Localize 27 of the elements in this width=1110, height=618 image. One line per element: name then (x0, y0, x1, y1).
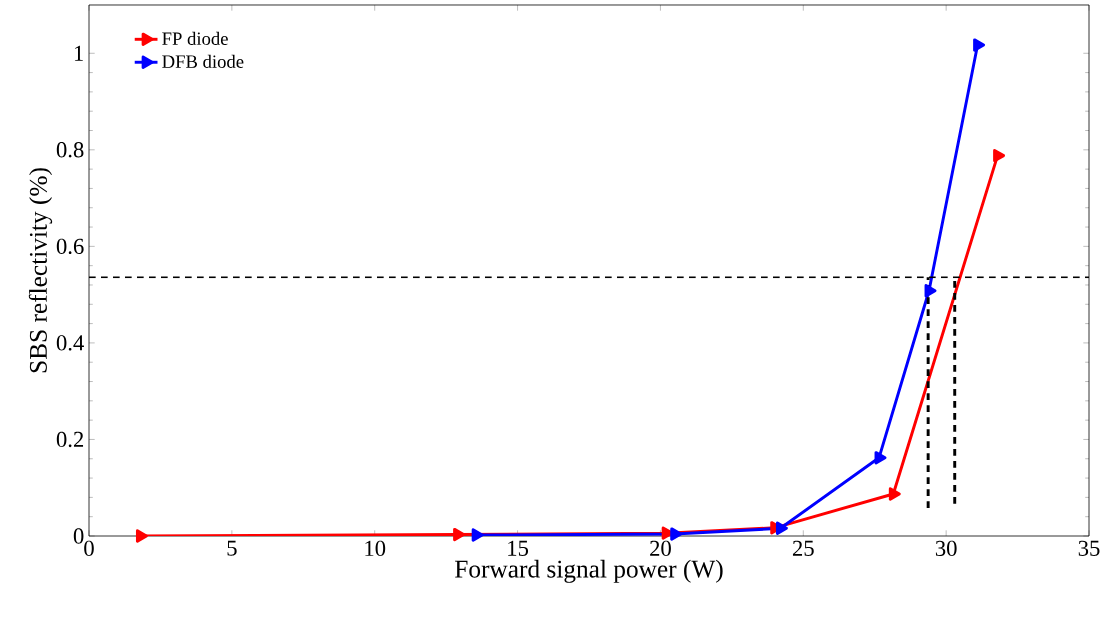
point (775, 521, 788, 535)
point (453, 527, 466, 542)
y-tick-label: 0.8 (56, 142, 84, 158)
x-tick-label: 25 (792, 540, 814, 556)
point (973, 38, 986, 52)
y-tick-label: 1 (74, 45, 83, 61)
y-tick-label: 0.2 (56, 431, 84, 448)
y-axis-title: SBS reflectivity (%) (28, 168, 53, 373)
x-tick-label: 30 (935, 540, 957, 557)
point (471, 528, 484, 542)
x-tick-label: 15 (508, 540, 529, 556)
y-tick-label: 0.4 (56, 335, 84, 351)
x-tick-label: 5 (227, 540, 237, 556)
point (670, 527, 683, 541)
y-tick-label: 0.6 (56, 238, 84, 255)
point (874, 451, 887, 465)
y-tick-label: 0 (73, 528, 84, 544)
x-tick-label: 20 (650, 540, 671, 557)
point (135, 529, 148, 543)
x-tick-label: 10 (365, 540, 386, 557)
point (924, 284, 937, 298)
point (888, 487, 901, 501)
x-axis-title: Forward signal power (W) (455, 559, 723, 583)
legend-label: DFB diode (162, 54, 244, 68)
x-tick-label: 35 (1078, 540, 1100, 556)
legend-label: FP diode (162, 31, 228, 45)
point (993, 148, 1006, 163)
